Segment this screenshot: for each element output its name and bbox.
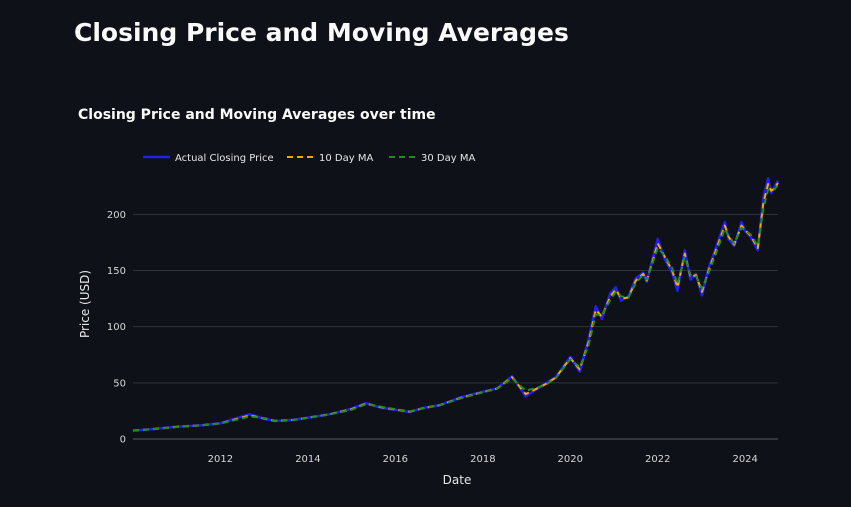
x-tick-label: 2012 (208, 454, 233, 465)
series-lines (132, 177, 780, 432)
legend-item-2[interactable]: 30 Day MA (389, 153, 475, 164)
series-line-0 (132, 177, 780, 432)
x-tick-label: 2014 (295, 454, 320, 465)
y-tick-label: 150 (107, 266, 126, 277)
x-tick-label: 2016 (383, 454, 408, 465)
y-axis-title: Price (USD) (78, 270, 92, 338)
y-axis-ticks: 0 50 100 150 200 (107, 210, 126, 446)
y-tick-label: 0 (120, 435, 126, 446)
chart-title: Closing Price and Moving Averages over t… (78, 107, 436, 123)
x-tick-label: 2018 (470, 454, 495, 465)
legend[interactable]: Actual Closing Price 10 Day MA 30 Day MA (143, 153, 475, 164)
x-tick-label: 2024 (732, 454, 757, 465)
page-title: Closing Price and Moving Averages (74, 18, 569, 47)
y-tick-label: 200 (107, 210, 126, 221)
x-tick-label: 2020 (558, 454, 583, 465)
series-line-2 (132, 184, 779, 432)
series-line-1 (132, 182, 779, 432)
x-tick-label: 2022 (645, 454, 670, 465)
legend-label: 10 Day MA (319, 153, 373, 164)
legend-label: Actual Closing Price (175, 153, 274, 164)
legend-item-1[interactable]: 10 Day MA (287, 153, 373, 164)
y-tick-label: 100 (107, 322, 126, 333)
legend-label: 30 Day MA (421, 153, 475, 164)
grid (133, 213, 778, 440)
y-tick-label: 50 (113, 378, 126, 389)
x-axis-title: Date (443, 473, 472, 487)
x-axis-ticks: 2012 2014 2016 2018 2020 2022 2024 (208, 454, 758, 465)
legend-item-0[interactable]: Actual Closing Price (143, 153, 274, 164)
